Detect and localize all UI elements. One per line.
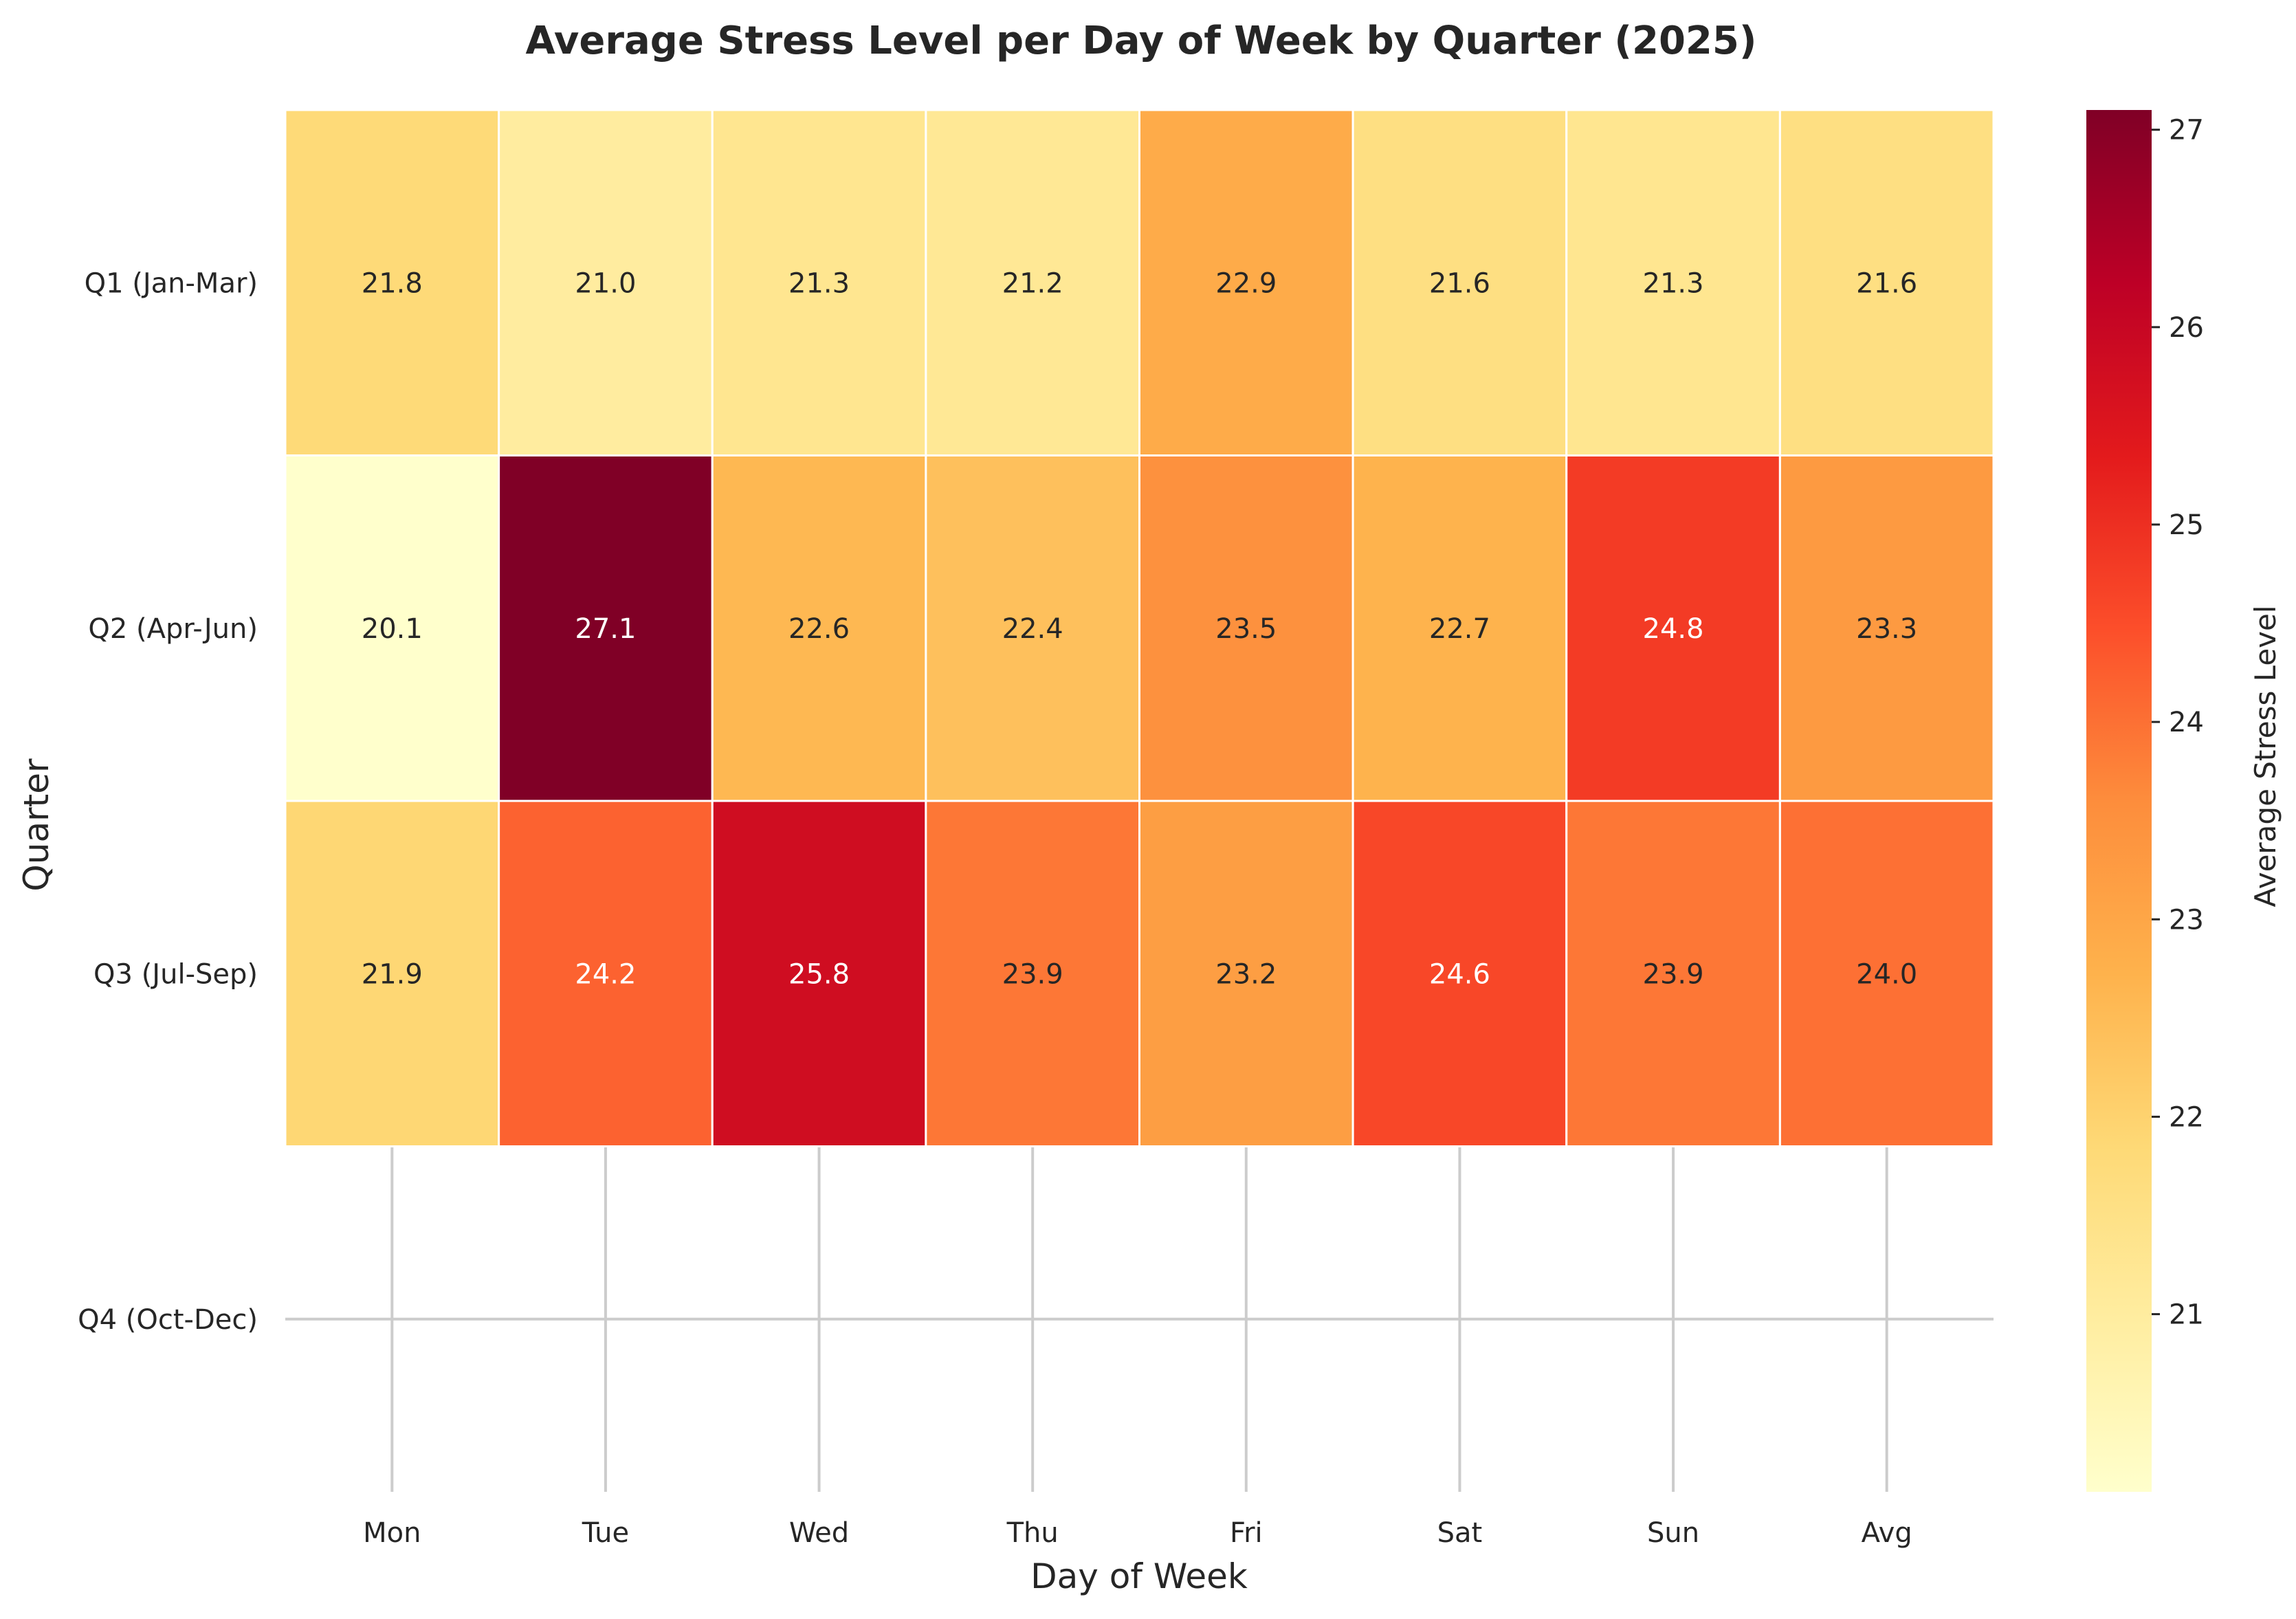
cell-value-label: 23.2: [1215, 958, 1277, 990]
x-tick-label: Mon: [363, 1517, 421, 1549]
heatmap-cell: [498, 454, 714, 802]
heatmap-cells: [284, 109, 1995, 1147]
heatmap-cell: [1565, 454, 1781, 802]
colorbar-tick-label: 27: [2169, 115, 2204, 146]
heatmap-cell: [498, 800, 714, 1147]
heatmap-cell: [498, 109, 714, 456]
cell-value-label: 21.3: [788, 267, 850, 299]
colorbar-tick-label: 24: [2169, 707, 2204, 738]
heatmap-cell: [711, 800, 927, 1147]
chart-title: Average Stress Level per Day of Week by …: [526, 19, 1757, 63]
cell-value-label: 21.6: [1429, 267, 1490, 299]
cell-value-label: 22.4: [1002, 613, 1063, 645]
y-tick-label: Q4 (Oct-Dec): [78, 1304, 258, 1336]
colorbar-tick-label: 25: [2169, 509, 2204, 541]
cell-value-label: 23.5: [1215, 613, 1277, 645]
colorbar-tick-label: 21: [2169, 1299, 2204, 1331]
colorbar-ticks: 21 22 23 24 25 26 27: [2152, 115, 2204, 1331]
cell-value-label: 21.9: [362, 958, 423, 990]
cell-value-labels: 21.8 21.0 21.3 21.2 22.9 21.6 21.3 21.6 20.1 27.1…: [362, 267, 1917, 990]
cell-value-label: 21.8: [362, 267, 423, 299]
y-tick-label: Q2 (Apr-Jun): [88, 613, 258, 645]
heatmap-cell: [1778, 800, 1995, 1147]
cell-value-label: 22.6: [788, 613, 850, 645]
cell-value-label: 23.3: [1856, 613, 1917, 645]
y-tick-labels: Q1 (Jan-Mar) Q2 (Apr-Jun) Q3 (Jul-Sep) Q4 (…: [78, 267, 258, 1336]
colorbar-gradient: [2086, 110, 2152, 1492]
x-tick-label: Tue: [582, 1517, 629, 1549]
heatmap-cell: [925, 109, 1140, 456]
cell-value-label: 21.3: [1643, 267, 1704, 299]
heatmap-cell: [925, 800, 1140, 1147]
y-axis-label: Quarter: [16, 758, 56, 892]
x-tick-label: Fri: [1230, 1517, 1263, 1549]
cell-value-label: 23.9: [1643, 958, 1704, 990]
colorbar-label: Average Stress Level: [2249, 605, 2282, 907]
heatmap-cell: [1138, 109, 1354, 456]
heatmap-cell: [284, 109, 500, 456]
x-axis-label: Day of Week: [1030, 1556, 1248, 1596]
cell-value-label: 21.0: [575, 267, 636, 299]
colorbar-tick-label: 26: [2169, 312, 2204, 344]
heatmap-cell: [1351, 454, 1568, 802]
colorbar-tick-label: 22: [2169, 1101, 2204, 1133]
heatmap-cell: [1565, 109, 1781, 456]
cell-value-label: 21.6: [1856, 267, 1917, 299]
heatmap-cell: [711, 454, 927, 802]
colorbar: 21 22 23 24 25 26 27 Average Stress Level: [2086, 110, 2282, 1492]
heatmap-cell: [1565, 800, 1781, 1147]
cell-value-label: 24.6: [1429, 958, 1490, 990]
x-tick-label: Sun: [1647, 1517, 1699, 1549]
y-tick-label: Q1 (Jan-Mar): [85, 267, 258, 299]
cell-value-label: 24.2: [575, 958, 636, 990]
colorbar-tick-label: 23: [2169, 904, 2204, 936]
x-tick-label: Avg: [1862, 1517, 1912, 1549]
cell-value-label: 20.1: [362, 613, 423, 645]
cell-value-label: 22.7: [1429, 613, 1490, 645]
heatmap-cell: [1778, 454, 1995, 802]
heatmap-cell: [1138, 454, 1354, 802]
cell-value-label: 22.9: [1215, 267, 1277, 299]
heatmap-cell: [284, 454, 500, 802]
x-tick-labels: Mon Tue Wed Thu Fri Sat Sun Avg: [363, 1517, 1912, 1549]
cell-value-label: 23.9: [1002, 958, 1063, 990]
heatmap-cell: [925, 454, 1140, 802]
cell-value-label: 24.8: [1643, 613, 1704, 645]
cell-value-label: 21.2: [1002, 267, 1063, 299]
x-tick-label: Sat: [1437, 1517, 1483, 1549]
heatmap-cell: [711, 109, 927, 456]
heatmap-cell: [1351, 800, 1568, 1147]
y-tick-label: Q3 (Jul-Sep): [93, 958, 258, 990]
cell-value-label: 25.8: [788, 958, 850, 990]
heatmap-cell: [1138, 800, 1354, 1147]
cell-value-label: 24.0: [1856, 958, 1917, 990]
heatmap-cell: [284, 800, 500, 1147]
x-tick-label: Wed: [789, 1517, 849, 1549]
heatmap-cell: [1778, 109, 1995, 456]
x-tick-label: Thu: [1006, 1517, 1059, 1549]
cell-value-label: 27.1: [575, 613, 636, 645]
